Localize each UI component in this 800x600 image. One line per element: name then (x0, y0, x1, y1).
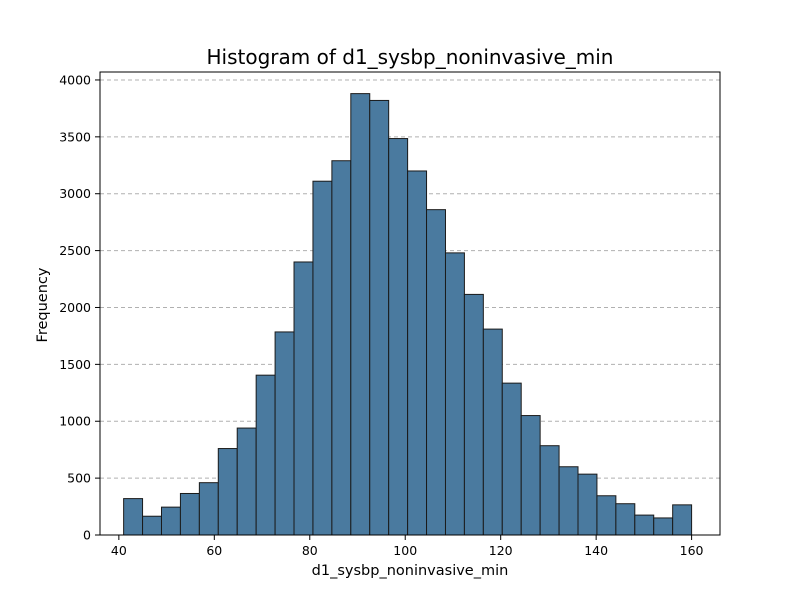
histogram-bar (274, 331, 295, 536)
x-axis-ticks: 40 60 80 100 120 140 160 (111, 535, 704, 558)
histogram-bar (539, 445, 560, 536)
histogram-bar (653, 517, 674, 536)
x-tick-label: 40 (111, 543, 127, 558)
y-axis-label: Frequency (35, 267, 51, 342)
x-tick-label: 60 (206, 543, 222, 558)
histogram-bar (596, 495, 617, 536)
x-tick-label: 100 (393, 543, 417, 558)
y-tick-label: 1500 (59, 357, 91, 372)
histogram-bar (198, 482, 219, 536)
y-tick-label: 500 (67, 471, 91, 486)
histogram-bar (463, 293, 484, 536)
y-tick-label: 2000 (59, 300, 91, 315)
histogram-bar (369, 99, 390, 536)
histogram-bar (142, 515, 162, 536)
histogram-bar (501, 382, 522, 536)
histogram-bar (350, 93, 371, 536)
y-tick-label: 0 (83, 528, 91, 543)
x-tick-label: 140 (584, 543, 608, 558)
y-tick-label: 2500 (59, 243, 91, 258)
histogram-bar (217, 448, 238, 536)
histogram-bar (331, 160, 352, 536)
chart-title: Histogram of d1_sysbp_noninvasive_min (207, 45, 614, 69)
histogram-bar (123, 498, 144, 536)
histogram-bar (444, 252, 465, 536)
histogram-bar (672, 504, 693, 536)
plot-frame (99, 71, 721, 536)
histogram-bar (615, 503, 636, 536)
histogram-bar (520, 415, 541, 536)
histogram-bars (123, 93, 693, 536)
histogram-bar (179, 492, 200, 536)
x-axis-label: d1_sysbp_noninvasive_min (312, 563, 509, 579)
x-tick-label: 120 (489, 543, 513, 558)
y-tick-label: 1000 (59, 414, 91, 429)
histogram-bar (293, 261, 314, 536)
histogram-bar (236, 427, 257, 536)
histogram-bar (426, 209, 446, 536)
histogram-bar (255, 374, 276, 536)
x-tick-label: 80 (302, 543, 318, 558)
histogram-bar (577, 473, 598, 536)
y-tick-label: 3500 (59, 129, 91, 144)
histogram-bar (482, 328, 503, 536)
histogram-bar (312, 180, 333, 536)
y-axis-ticks: 0 500 1000 1500 2000 2500 3000 3500 4000 (59, 72, 100, 543)
y-tick-label: 4000 (59, 72, 91, 87)
histogram-bar (388, 138, 409, 536)
histogram-bar (160, 506, 181, 536)
histogram-bar (634, 514, 655, 536)
histogram-bar (407, 170, 428, 536)
y-tick-label: 3000 (59, 186, 91, 201)
histogram-bar (558, 466, 579, 536)
x-tick-label: 160 (680, 543, 704, 558)
